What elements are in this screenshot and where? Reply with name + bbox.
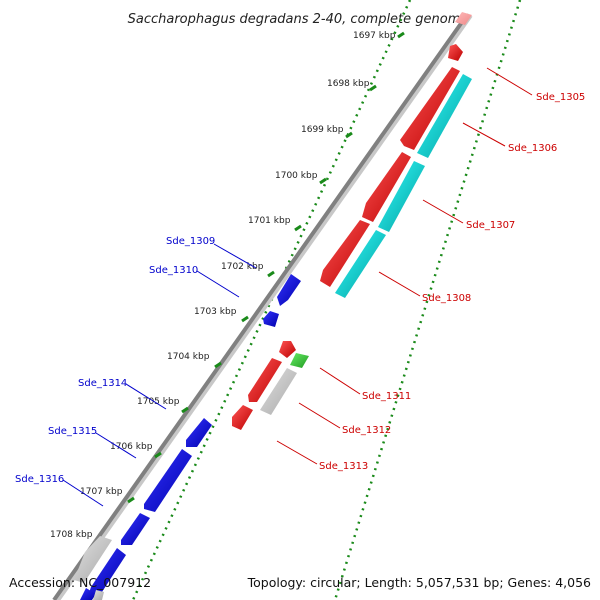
genome-backbone-shadow bbox=[54, 13, 473, 600]
right-leader-lines bbox=[276, 67, 533, 465]
gene-feature bbox=[248, 358, 282, 402]
gene-label-sde-1311[interactable]: Sde_1311 bbox=[362, 391, 411, 402]
gene-feature bbox=[417, 74, 472, 158]
tick-label: 1699 kbp bbox=[301, 125, 344, 135]
gene-feature bbox=[74, 536, 112, 583]
reverse-strand-features bbox=[74, 274, 301, 600]
tick-label: 1705 kbp bbox=[137, 397, 180, 407]
gene-feature bbox=[448, 44, 463, 61]
right-gene-labels: Sde_1305 Sde_1306 Sde_1307 Sde_1308 Sde_… bbox=[319, 92, 585, 472]
gene-label-sde-1313[interactable]: Sde_1313 bbox=[319, 461, 368, 472]
tick-label: 1704 kbp bbox=[167, 352, 210, 362]
gene-feature bbox=[320, 220, 370, 287]
gene-feature bbox=[93, 590, 104, 600]
gene-feature bbox=[186, 418, 212, 447]
gene-feature bbox=[260, 368, 297, 415]
gene-label-sde-1314[interactable]: Sde_1314 bbox=[78, 378, 127, 389]
tick-marks bbox=[99, 31, 405, 549]
gene-feature bbox=[400, 67, 460, 150]
genome-backbone bbox=[52, 13, 469, 600]
genome-summary-text: Topology: circular; Length: 5,057,531 bp… bbox=[247, 575, 591, 590]
gene-feature bbox=[362, 152, 411, 222]
outer-track-features bbox=[260, 12, 472, 415]
left-gene-labels: Sde_1309 Sde_1310 Sde_1314 Sde_1315 Sde_… bbox=[15, 236, 215, 485]
tick-label: 1707 kbp bbox=[80, 487, 123, 497]
tick-label: 1698 kbp bbox=[327, 79, 370, 89]
tick-label: 1700 kbp bbox=[275, 171, 318, 181]
gene-label-sde-1307[interactable]: Sde_1307 bbox=[466, 220, 515, 231]
tick-label: 1701 kbp bbox=[248, 216, 291, 226]
gene-label-sde-1306[interactable]: Sde_1306 bbox=[508, 143, 557, 154]
gene-feature bbox=[279, 341, 296, 358]
left-leader-lines bbox=[62, 243, 257, 507]
tick-label: 1702 kbp bbox=[221, 262, 264, 272]
gene-feature bbox=[455, 12, 472, 25]
gene-label-sde-1315[interactable]: Sde_1315 bbox=[48, 426, 97, 437]
gene-feature bbox=[232, 405, 253, 430]
gene-label-sde-1312[interactable]: Sde_1312 bbox=[342, 425, 391, 436]
gene-feature bbox=[378, 161, 425, 232]
tick-label: 1697 kbp bbox=[353, 31, 396, 41]
tick-label: 1708 kbp bbox=[50, 530, 93, 540]
tick-label: 1706 kbp bbox=[110, 442, 153, 452]
gene-feature bbox=[335, 230, 386, 298]
gene-label-sde-1316[interactable]: Sde_1316 bbox=[15, 474, 64, 485]
gene-label-sde-1310[interactable]: Sde_1310 bbox=[149, 265, 198, 276]
gene-feature bbox=[263, 311, 279, 327]
gene-feature bbox=[89, 548, 126, 595]
gene-label-sde-1309[interactable]: Sde_1309 bbox=[166, 236, 215, 247]
tick-labels: 1697 kbp 1698 kbp 1699 kbp 1700 kbp 1701… bbox=[50, 31, 396, 540]
accession-text: Accession: NC_007912 bbox=[9, 575, 151, 590]
gene-feature bbox=[144, 449, 192, 512]
tick-label: 1703 kbp bbox=[194, 307, 237, 317]
gene-label-sde-1305[interactable]: Sde_1305 bbox=[536, 92, 585, 103]
gene-feature bbox=[80, 588, 96, 600]
gene-feature bbox=[121, 513, 150, 545]
map-title: Saccharophagus degradans 2-40, complete … bbox=[128, 12, 469, 27]
forward-strand-features bbox=[232, 44, 463, 430]
gene-feature bbox=[277, 274, 301, 306]
gene-feature bbox=[290, 353, 309, 368]
gene-label-sde-1308[interactable]: Sde_1308 bbox=[422, 293, 471, 304]
